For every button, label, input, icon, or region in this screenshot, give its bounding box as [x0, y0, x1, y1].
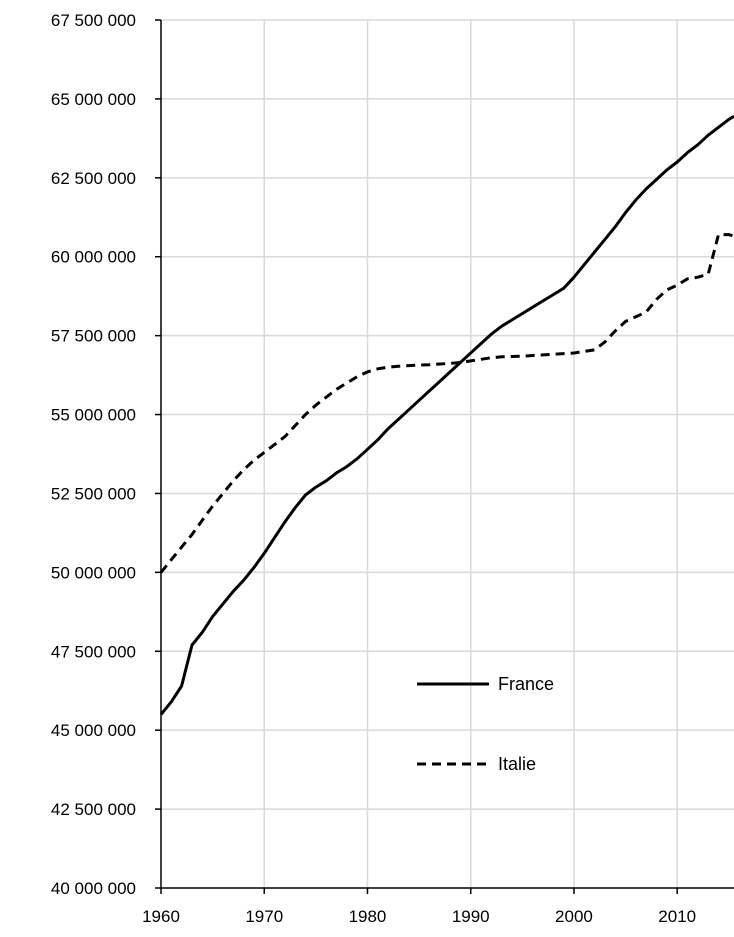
series-line-france	[159, 115, 734, 716]
series-line-italie	[159, 233, 734, 574]
y-tick-label: 55 000 000	[51, 406, 136, 425]
x-tick-label: 1960	[142, 907, 180, 926]
axes	[155, 19, 734, 894]
legend-label-france: France	[498, 674, 554, 694]
y-tick-label: 40 000 000	[51, 879, 136, 898]
y-tick-label: 62 500 000	[51, 169, 136, 188]
y-tick-label: 60 000 000	[51, 248, 136, 267]
y-tick-label: 67 500 000	[51, 11, 136, 30]
x-tick-label: 1990	[452, 907, 490, 926]
y-tick-label: 50 000 000	[51, 563, 136, 582]
y-tick-label: 47 500 000	[51, 642, 136, 661]
y-tick-label: 45 000 000	[51, 721, 136, 740]
legend: France Italie	[417, 674, 554, 774]
series-lines	[159, 115, 734, 716]
y-tick-label: 57 500 000	[51, 327, 136, 346]
x-tick-label: 2010	[658, 907, 696, 926]
legend-label-italie: Italie	[498, 754, 536, 774]
y-tick-label: 42 500 000	[51, 800, 136, 819]
y-tick-label: 65 000 000	[51, 90, 136, 109]
tick-labels: 40 000 000 42 500 000 45 000 000 47 500 000…	[51, 11, 696, 926]
x-tick-label: 2000	[555, 907, 593, 926]
grid	[161, 19, 734, 888]
x-tick-label: 1980	[349, 907, 387, 926]
x-tick-label: 1970	[245, 907, 283, 926]
y-tick-label: 52 500 000	[51, 484, 136, 503]
